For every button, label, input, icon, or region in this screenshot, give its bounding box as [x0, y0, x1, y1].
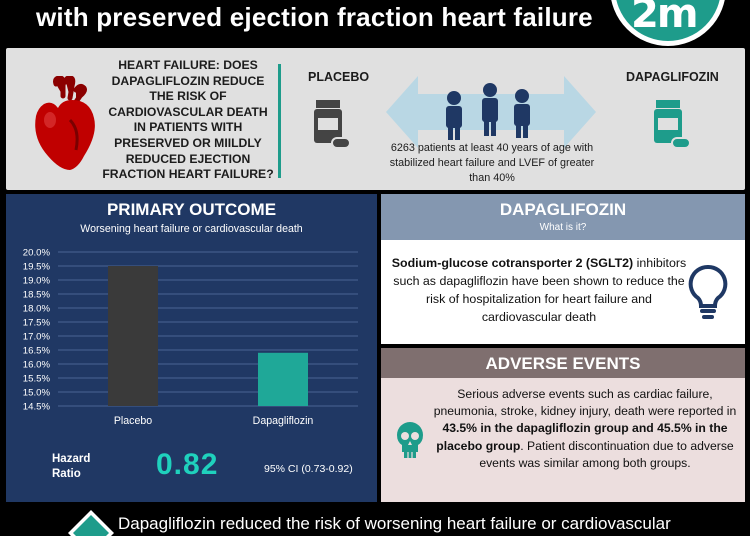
y-tick-label: 15.5% [23, 374, 51, 385]
hazard-ratio-value: 0.82 [156, 448, 219, 481]
divider [278, 64, 281, 178]
x-tick-label: Placebo [114, 415, 152, 427]
adverse-events-text-end: . Patient discontinuation due to adverse… [479, 438, 734, 470]
y-tick-label: 20.0% [23, 248, 51, 259]
pill-bottle-icon [314, 100, 351, 149]
confidence-interval: 95% CI (0.73-0.92) [264, 463, 353, 475]
x-tick-label: Dapagliflozin [253, 415, 314, 427]
double-arrow-icon [386, 76, 596, 148]
skull-icon [397, 422, 423, 458]
page-title: with preserved ejection fraction heart f… [36, 2, 593, 32]
y-tick-label: 14.5% [23, 402, 51, 413]
study-question: HEART FAILURE: DOES DAPAGLIFLOZIN REDUCE… [102, 58, 274, 182]
logo: 2m [610, 0, 726, 46]
intro-panel: HEART FAILURE: DOES DAPAGLIFLOZIN REDUCE… [6, 48, 745, 190]
dapagliflozin-info-body: Sodium-glucose cotransporter 2 (SGLT2) i… [391, 254, 687, 326]
people-group-icon [446, 83, 530, 140]
chart-background [14, 240, 369, 436]
y-tick-label: 15.0% [23, 388, 51, 399]
adverse-events-body: Serious adverse events such as cardiac f… [427, 386, 743, 472]
diamond-check-icon [68, 510, 114, 536]
primary-outcome-subtitle: Worsening heart failure or cardiovascula… [80, 223, 303, 235]
conclusion-text: Dapagliflozin reduced the risk of worsen… [118, 514, 671, 533]
patients-description: 6263 patients at least 40 years of age w… [389, 142, 595, 184]
conclusion-banner: Dapagliflozin reduced the risk of worsen… [42, 506, 750, 536]
outcome-bar-chart: 14.5% 15.0% 15.5% 16.0% 16.5% 17.0% 17.5% 18.0%… [14, 240, 369, 436]
lightbulb-icon [688, 264, 728, 319]
y-tick-label: 16.5% [23, 346, 51, 357]
y-tick-label: 16.0% [23, 360, 51, 371]
primary-outcome-panel: PRIMARY OUTCOME Worsening heart failure … [6, 194, 377, 502]
hazard-ratio-label: Hazard Ratio [52, 453, 91, 480]
bar-dapagliflozin [258, 352, 308, 406]
sglt2-term: Sodium-glucose cotransporter 2 (SGLT2) [391, 256, 634, 270]
pill-bottle-icon [654, 100, 691, 149]
adverse-events-text-start: Serious adverse events such as cardiac f… [433, 387, 737, 419]
y-tick-label: 19.5% [23, 262, 51, 273]
y-tick-label: 17.0% [23, 332, 51, 343]
anatomical-heart-icon [35, 76, 95, 170]
primary-outcome-title: PRIMARY OUTCOME [106, 200, 277, 219]
adverse-events-highlight: 43.5% in the dapagliflozin group and 45.… [436, 421, 728, 453]
dapagliflozin-info-panel: DAPAGLIFOZIN What is it? Sodium-glucose … [381, 194, 745, 344]
y-tick-label: 18.5% [23, 290, 51, 301]
dapagliflozin-info-header: DAPAGLIFOZIN What is it? [381, 194, 745, 240]
dapagliflozin-info-subtitle: What is it? [539, 222, 587, 233]
adverse-events-header: ADVERSE EVENTS [381, 348, 745, 378]
dapagliflozin-info-title: DAPAGLIFOZIN [499, 200, 627, 219]
y-tick-label: 17.5% [23, 318, 51, 329]
adverse-events-panel: ADVERSE EVENTS Serious adverse events su… [381, 348, 745, 502]
header: with preserved ejection fraction heart f… [0, 0, 750, 46]
y-tick-label: 18.0% [23, 304, 51, 315]
y-tick-label: 19.0% [23, 276, 51, 287]
adverse-events-title: ADVERSE EVENTS [485, 354, 641, 373]
bar-placebo [108, 266, 158, 406]
dapagliflozin-label: DAPAGLIFOZIN [626, 70, 719, 84]
placebo-label: PLACEBO [308, 70, 370, 84]
logo-text: 2m [631, 0, 699, 37]
dapagliflozin-info-text: inhibitors such as dapagliflozin have be… [393, 256, 687, 324]
